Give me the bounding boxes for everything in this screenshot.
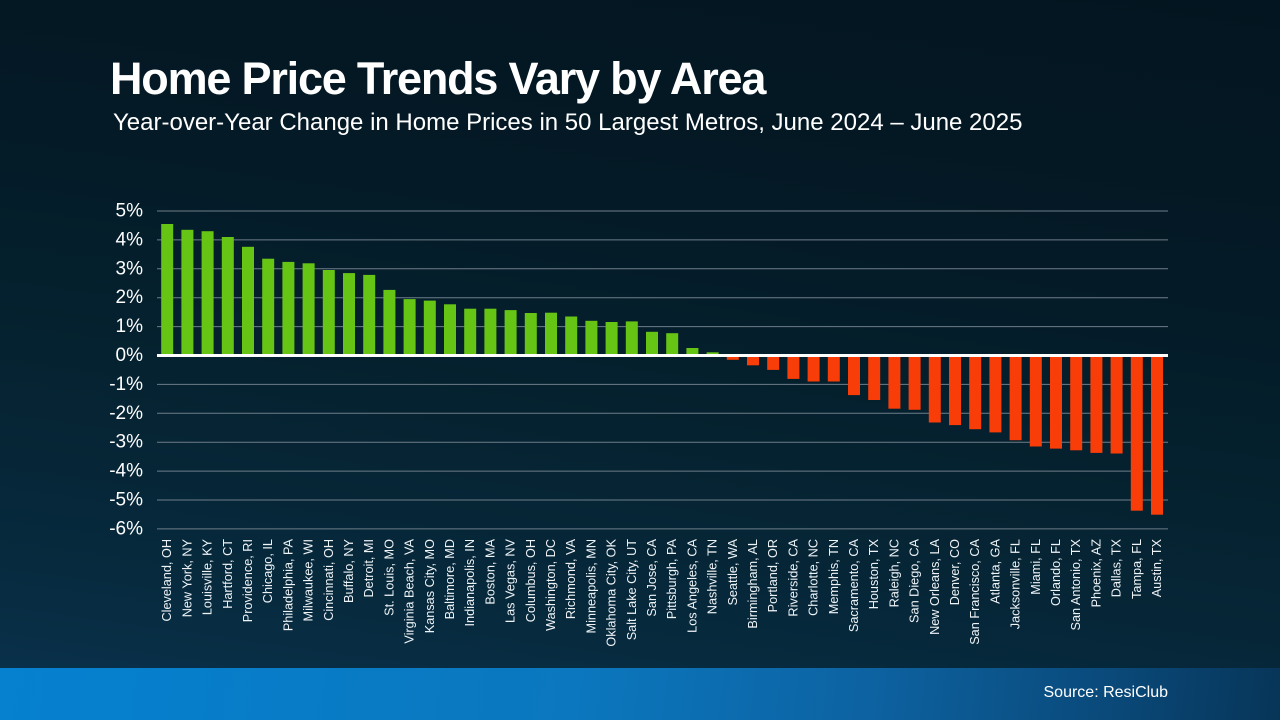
svg-text:Orlando, FL: Orlando, FL [1049, 539, 1063, 606]
svg-text:Hartford, CT: Hartford, CT [221, 539, 235, 609]
svg-text:4%: 4% [116, 229, 144, 250]
svg-text:Atlanta, GA: Atlanta, GA [988, 538, 1002, 603]
svg-text:Phoenix, AZ: Phoenix, AZ [1089, 539, 1103, 608]
svg-text:San Francisco, CA: San Francisco, CA [968, 538, 982, 644]
svg-text:Boston, MA: Boston, MA [483, 538, 497, 604]
svg-text:Miami, FL: Miami, FL [1029, 539, 1043, 595]
svg-text:2%: 2% [116, 287, 144, 308]
svg-text:Riverside, CA: Riverside, CA [786, 538, 800, 616]
svg-text:Tampa, FL: Tampa, FL [1130, 539, 1144, 599]
svg-text:St. Louis, MO: St. Louis, MO [382, 539, 396, 616]
svg-text:New Orleans, LA: New Orleans, LA [928, 538, 942, 634]
svg-text:Birmingham, AL: Birmingham, AL [746, 539, 760, 629]
svg-text:Houston, TX: Houston, TX [867, 538, 881, 609]
svg-text:-6%: -6% [109, 518, 143, 539]
svg-text:Las Vegas, NV: Las Vegas, NV [504, 538, 518, 622]
svg-text:Dallas, TX: Dallas, TX [1110, 538, 1124, 597]
svg-text:Detroit, MI: Detroit, MI [362, 539, 376, 598]
svg-text:Washington, DC: Washington, DC [544, 539, 558, 631]
svg-text:Charlotte, NC: Charlotte, NC [807, 539, 821, 616]
svg-text:Buffalo, NY: Buffalo, NY [342, 538, 356, 602]
svg-text:Richmond, VA: Richmond, VA [564, 538, 578, 619]
svg-text:Seattle, WA: Seattle, WA [726, 538, 740, 605]
svg-text:Raleigh, NC: Raleigh, NC [887, 539, 901, 607]
svg-text:-4%: -4% [109, 461, 143, 482]
svg-text:San Diego, CA: San Diego, CA [908, 538, 922, 622]
svg-text:3%: 3% [116, 258, 144, 279]
svg-text:Providence, RI: Providence, RI [241, 539, 255, 622]
svg-text:Kansas City, MO: Kansas City, MO [423, 539, 437, 633]
svg-text:Portland, OR: Portland, OR [766, 539, 780, 612]
svg-text:Indianapolis, IN: Indianapolis, IN [463, 539, 477, 626]
svg-text:Memphis, TN: Memphis, TN [827, 539, 841, 614]
svg-text:5%: 5% [116, 201, 144, 222]
svg-text:-3%: -3% [109, 432, 143, 453]
svg-text:-1%: -1% [109, 374, 143, 395]
svg-text:Sacramento, CA: Sacramento, CA [847, 538, 861, 632]
svg-text:Austin, TX: Austin, TX [1150, 538, 1164, 597]
svg-text:0%: 0% [116, 345, 144, 366]
svg-text:Salt Lake City, UT: Salt Lake City, UT [625, 539, 639, 641]
svg-text:Nashville, TN: Nashville, TN [706, 539, 720, 614]
svg-text:-2%: -2% [109, 403, 143, 424]
svg-text:Chicago, IL: Chicago, IL [261, 539, 275, 603]
svg-text:Los Angeles, CA: Los Angeles, CA [685, 538, 699, 632]
svg-text:Virginia Beach, VA: Virginia Beach, VA [403, 538, 417, 643]
svg-text:Milwaukee, WI: Milwaukee, WI [302, 539, 316, 622]
svg-text:Cleveland, OH: Cleveland, OH [160, 539, 174, 622]
svg-text:Denver, CO: Denver, CO [948, 539, 962, 605]
svg-text:-5%: -5% [109, 490, 143, 511]
svg-text:Louisville, KY: Louisville, KY [201, 538, 215, 615]
svg-text:Baltimore, MD: Baltimore, MD [443, 539, 457, 619]
svg-text:San Jose, CA: San Jose, CA [645, 538, 659, 616]
svg-text:1%: 1% [116, 316, 144, 337]
svg-text:Jacksonville, FL: Jacksonville, FL [1009, 539, 1023, 629]
svg-text:Oklahoma City, OK: Oklahoma City, OK [605, 538, 619, 646]
svg-text:Columbus, OH: Columbus, OH [524, 539, 538, 622]
svg-text:Cincinnati, OH: Cincinnati, OH [322, 539, 336, 621]
svg-text:San Antonio, TX: San Antonio, TX [1069, 538, 1083, 630]
svg-text:Philadelphia, PA: Philadelphia, PA [281, 538, 295, 631]
svg-text:Minneapolis, MN: Minneapolis, MN [584, 539, 598, 634]
svg-text:Pittsburgh, PA: Pittsburgh, PA [665, 538, 679, 619]
svg-text:New York, NY: New York, NY [180, 538, 194, 617]
